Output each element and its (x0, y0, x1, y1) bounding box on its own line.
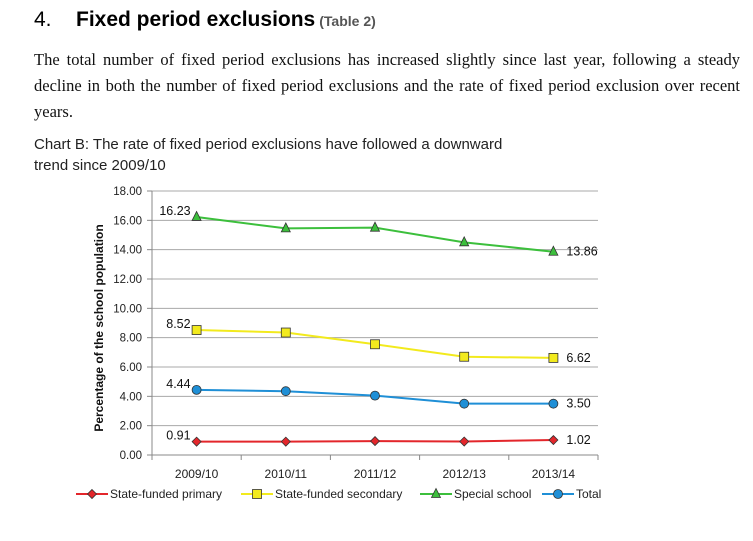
data-point-state-funded-primary (459, 436, 470, 447)
chart-caption: Chart B: The rate of fixed period exclus… (34, 136, 503, 174)
y-tick-label: 0.00 (120, 450, 142, 462)
data-point-special-school (280, 222, 291, 233)
data-label: 3.50 (566, 397, 590, 411)
data-point-total (280, 386, 291, 397)
y-tick-label: 4.00 (120, 391, 142, 403)
y-tick-label: 2.00 (120, 421, 142, 433)
legend-item-total: Total (542, 487, 601, 501)
data-point-total (370, 390, 380, 401)
y-tick-label: 8.00 (120, 333, 142, 345)
y-axis-label: Percentage of the school population (92, 224, 106, 431)
data-point-special-school (191, 210, 202, 221)
y-tick-label: 10.00 (113, 303, 142, 315)
legend-marker (252, 489, 262, 499)
data-point-state-funded-primary (548, 434, 559, 446)
data-point-total (459, 398, 470, 409)
data-point-state-funded-secondary (548, 353, 559, 363)
data-point-state-funded-secondary (191, 325, 202, 335)
legend-item-special-school: Special school (420, 487, 531, 501)
data-point-state-funded-primary (280, 436, 291, 447)
legend-label: State-funded primary (110, 487, 222, 501)
legend-marker (430, 487, 442, 498)
data-point-special-school (548, 245, 559, 256)
y-tick-label: 12.00 (113, 274, 142, 286)
data-label: 16.23 (159, 204, 190, 218)
data-point-total (548, 398, 559, 409)
section-title: Fixed period exclusions (76, 8, 316, 31)
legend-label: Special school (454, 487, 531, 501)
data-label: 0.91 (166, 429, 190, 443)
x-tick-label: 2011/12 (354, 467, 397, 481)
legend-item-state-funded-secondary: State-funded secondary (241, 487, 402, 501)
data-label: 1.02 (566, 433, 590, 447)
series-state-funded-primary: 0.91 1.02 (166, 429, 591, 447)
data-point-state-funded-secondary (370, 339, 380, 350)
data-point-special-school (369, 221, 381, 232)
table-reference: (Table 2) (319, 13, 376, 29)
y-tick-label: 18.00 (113, 186, 142, 198)
data-point-state-funded-primary (191, 436, 202, 447)
legend-label: State-funded secondary (275, 487, 402, 501)
x-tick-label: 2012/13 (443, 467, 487, 481)
series-total: 4.44 3.50 (166, 377, 591, 411)
legend-item-state-funded-primary: State-funded primary (76, 487, 222, 501)
legend-marker (553, 489, 563, 499)
data-label: 8.52 (166, 317, 190, 331)
data-label: 13.86 (566, 245, 597, 259)
data-label: 6.62 (566, 351, 590, 365)
section-heading: 4. Fixed period exclusions (Table 2) (34, 8, 376, 32)
legend-marker (86, 488, 98, 500)
series-special-school: 16.23 13.86 (159, 204, 597, 259)
data-point-total (191, 384, 202, 395)
body-paragraph: The total number of fixed period exclusi… (34, 50, 740, 121)
data-point-special-school (459, 235, 470, 247)
x-tick-label: 2010/11 (265, 467, 308, 481)
data-point-state-funded-secondary (459, 351, 470, 362)
x-tick-label: 2013/14 (532, 467, 576, 481)
data-point-state-funded-primary (369, 436, 381, 447)
section-number: 4. (34, 8, 52, 31)
data-point-state-funded-secondary (280, 327, 291, 338)
y-tick-label: 16.00 (113, 215, 142, 227)
y-tick-label: 6.00 (120, 362, 142, 374)
series-state-funded-secondary: 8.52 6.62 (166, 317, 591, 365)
x-tick-label: 2009/10 (175, 467, 219, 481)
legend-label: Total (576, 487, 601, 501)
y-tick-label: 14.00 (113, 245, 142, 257)
data-label: 4.44 (166, 377, 190, 391)
